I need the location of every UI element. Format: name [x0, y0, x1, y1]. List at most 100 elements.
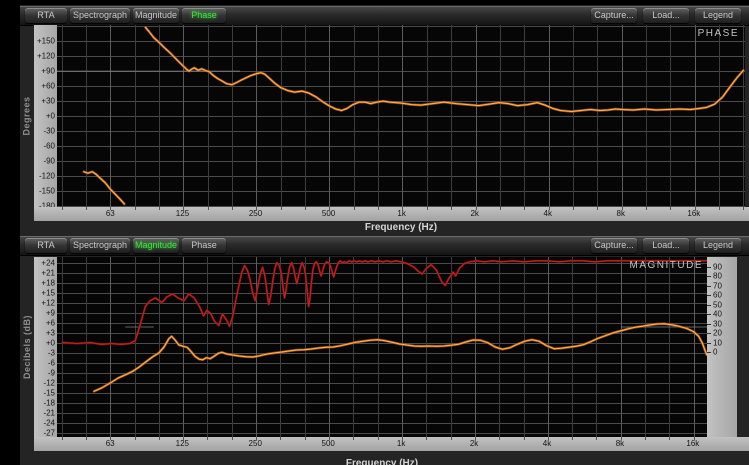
y-tick-label: -150 — [38, 186, 55, 196]
magnitude-tab-group: RTA Spectrograph Magnitude Phase — [22, 238, 226, 253]
magnitude-y-axis-title: Decibels (dB) — [20, 257, 34, 437]
phase-x-axis-label: Frequency (Hz) — [364, 222, 438, 233]
x-tick-mark — [305, 207, 307, 210]
tab-phase[interactable]: Phase — [182, 8, 226, 23]
phase-tabbar: RTA Spectrograph Magnitude Phase Capture...… — [20, 6, 749, 26]
coherence-tick-mark — [707, 333, 711, 334]
magnitude-y-axis: +24 +21 +18 +15 +12 +9 +6 +3 +0 -3 -6 -9 -12 -15 -18 -2… — [34, 257, 57, 438]
x-tick-label-1k: 1k — [396, 439, 406, 448]
phase-tab-group: RTA Spectrograph Magnitude Phase — [22, 8, 226, 23]
x-tick-mark — [426, 437, 428, 440]
phase-action-buttons: Capture... Load... Legend — [585, 8, 741, 23]
x-tick-mark — [329, 437, 330, 440]
x-tick-mark — [207, 437, 209, 440]
y-tick-label: +15 — [41, 288, 55, 298]
phase-trace — [145, 27, 744, 112]
load-button[interactable]: Load... — [643, 8, 689, 23]
coherence-axis: 90 80 70 60 50 40 30 20 10 0 — [707, 257, 737, 437]
x-tick-label-500: 500 — [321, 209, 336, 218]
y-tick-label: -24 — [43, 418, 55, 428]
x-tick-mark — [693, 437, 695, 440]
tab-spectrograph[interactable]: Spectrograph — [70, 8, 130, 23]
phase-y-axis: +150 +120 +90 +60 +30 +0 -30 -60 -90 -120 -150 -180 — [34, 25, 57, 210]
tab-rta[interactable]: RTA — [25, 8, 67, 23]
x-tick-mark — [669, 437, 671, 440]
x-tick-mark — [134, 207, 136, 210]
magnitude-x-axis-label: Frequency (Hz) — [345, 458, 419, 465]
y-tick-label: -180 — [38, 201, 55, 210]
y-tick-label: +6 — [45, 318, 55, 328]
tab-spectrograph[interactable]: Spectrograph — [70, 238, 130, 253]
legend-button[interactable]: Legend — [695, 8, 741, 23]
tab-rta[interactable]: RTA — [25, 238, 67, 253]
magnitude-tabbar: RTA Spectrograph Magnitude Phase Capture...… — [20, 236, 749, 256]
phase-y-axis-title: Degrees — [20, 25, 34, 207]
magnitude-plot[interactable]: MAGNITUDE — [57, 257, 707, 437]
x-tick-mark — [645, 437, 647, 440]
x-tick-mark — [232, 207, 234, 210]
phase-chart-canvas — [57, 25, 745, 207]
x-tick-mark — [451, 207, 453, 210]
x-tick-label-8k: 8k — [615, 439, 625, 448]
y-tick-label: -21 — [43, 408, 55, 418]
phase-x-axis: 63 125 250 500 1k 2k 4k 8k 16k — [34, 207, 749, 221]
x-tick-mark — [183, 207, 185, 210]
x-tick-label-16k: 16k — [687, 209, 701, 218]
legend-button[interactable]: Legend — [695, 238, 741, 253]
tab-magnitude[interactable]: Magnitude — [133, 238, 179, 253]
x-tick-mark — [523, 437, 525, 440]
x-tick-label-500: 500 — [321, 439, 335, 448]
coherence-tick-mark — [707, 295, 711, 296]
y-tick-label: -27 — [43, 428, 55, 438]
tab-magnitude[interactable]: Magnitude — [133, 8, 179, 23]
y-tick-label: -60 — [43, 141, 55, 151]
y-tick-label: +60 — [41, 81, 55, 91]
coherence-tick-mark — [707, 285, 711, 287]
coherence-trace — [61, 260, 707, 345]
phase-plot[interactable]: PHASE — [57, 25, 745, 207]
x-tick-label-4k: 4k — [542, 439, 552, 448]
y-tick-label: +24 — [41, 258, 55, 268]
magnitude-x-axis: 63 125 250 500 1k 2k 4k 8k 16k — [34, 437, 749, 451]
x-tick-mark — [61, 437, 63, 440]
coherence-tick-label: 10 — [713, 338, 722, 347]
x-tick-label-16k: 16k — [686, 439, 700, 448]
coherence-tick-label: 90 — [713, 262, 722, 271]
coherence-tick-label: 70 — [713, 281, 722, 290]
x-tick-mark — [378, 207, 380, 210]
x-tick-mark — [183, 437, 185, 440]
x-tick-mark — [474, 437, 476, 440]
y-tick-label: -30 — [43, 126, 55, 136]
x-tick-mark — [596, 437, 598, 440]
x-tick-mark — [620, 437, 622, 440]
load-button[interactable]: Load... — [643, 238, 689, 253]
x-tick-mark — [304, 437, 306, 440]
y-tick-label: +21 — [41, 268, 55, 278]
x-tick-label-2k: 2k — [470, 209, 479, 218]
coherence-tick-mark — [707, 342, 711, 344]
x-tick-label-2k: 2k — [469, 439, 479, 448]
x-tick-mark — [256, 437, 258, 440]
x-tick-label-4k: 4k — [543, 209, 552, 218]
y-tick-label: +3 — [45, 328, 55, 338]
y-tick-label: -18 — [43, 398, 55, 408]
x-tick-mark — [402, 207, 404, 210]
x-tick-label-1k: 1k — [397, 209, 406, 218]
x-tick-mark — [353, 207, 355, 210]
x-tick-label-8k: 8k — [616, 209, 626, 218]
x-tick-mark — [256, 207, 258, 210]
x-tick-mark — [524, 207, 526, 210]
tab-phase[interactable]: Phase — [182, 238, 226, 253]
x-tick-mark — [645, 207, 647, 210]
y-tick-label: -6 — [47, 358, 55, 368]
phase-trace-low — [83, 171, 125, 205]
magnitude-action-buttons: Capture... Load... Legend — [585, 238, 741, 253]
y-tick-label: +30 — [41, 96, 55, 106]
capture-button[interactable]: Capture... — [591, 238, 637, 253]
x-tick-mark — [572, 207, 574, 210]
x-tick-mark — [85, 437, 87, 440]
x-tick-mark — [597, 207, 599, 210]
y-tick-label: -3 — [47, 348, 55, 358]
capture-button[interactable]: Capture... — [591, 8, 637, 23]
phase-corner-label: PHASE — [697, 28, 739, 39]
